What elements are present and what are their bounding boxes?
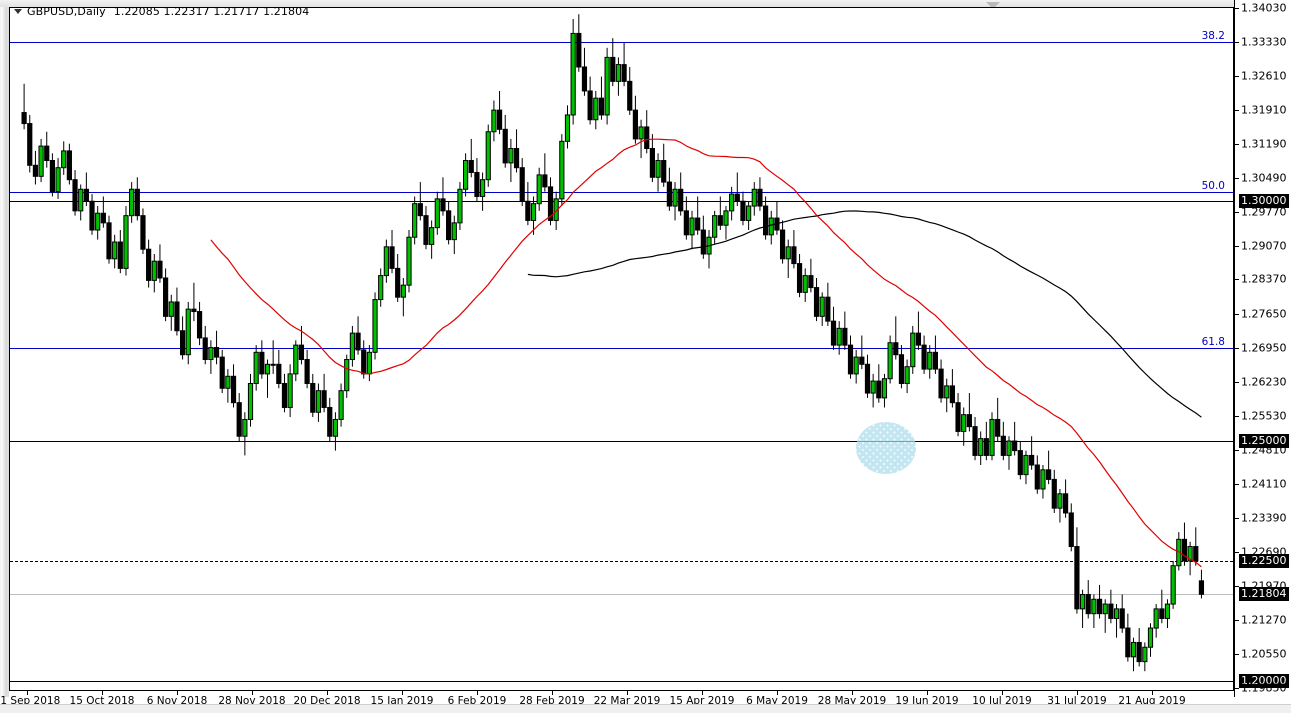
price-axis-tick	[1235, 347, 1291, 349]
price-axis-tick	[1235, 177, 1291, 179]
price-axis-tick	[1235, 551, 1291, 553]
support-zone-highlight	[856, 421, 916, 474]
price-axis-label: 1.26950	[1241, 341, 1287, 355]
fib-level-label-38-2: 38.2	[1201, 29, 1225, 42]
price-axis-highlight-label: 1.20000	[1239, 673, 1289, 688]
price-axis-label: 1.31910	[1241, 103, 1287, 117]
current-price-1-21804-line	[10, 594, 1233, 596]
price-axis-tick	[1235, 415, 1291, 417]
chart-plot-area[interactable]: 38.2 50.0 61.8	[10, 8, 1233, 688]
price-axis-tick	[1235, 109, 1291, 111]
price-axis-tick	[1235, 41, 1291, 43]
time-axis-tick	[927, 691, 928, 695]
time-axis-tick	[477, 691, 478, 695]
price-axis-tick	[1235, 619, 1291, 621]
time-axis-tick	[852, 691, 853, 695]
price-axis-tick	[1235, 382, 1291, 384]
price-axis-label: 1.21270	[1241, 613, 1287, 627]
moving-average-slow-line	[527, 210, 1202, 418]
fib-level-line-50-0	[10, 191, 1233, 193]
price-axis-tick	[1235, 586, 1291, 588]
price-axis-label: 1.29770	[1241, 205, 1287, 219]
time-axis-tick	[702, 691, 703, 695]
price-axis-label: 1.30490	[1241, 171, 1287, 185]
price-axis-tick	[1235, 8, 1291, 9]
price-axis-tick	[1235, 450, 1291, 452]
time-axis-tick	[27, 691, 28, 695]
price-axis-highlight-label: 1.25000	[1239, 434, 1289, 449]
level-1-22500-line	[10, 560, 1233, 562]
price-axis-label: 1.31190	[1241, 137, 1287, 151]
price-axis-tick	[1235, 313, 1291, 315]
symbol-period-label: GBPUSD,Daily	[27, 5, 106, 18]
price-axis-label: 1.25530	[1241, 409, 1287, 423]
price-axis-tick	[1235, 245, 1291, 247]
price-axis-label: 1.28370	[1241, 272, 1287, 286]
time-axis-tick	[552, 691, 553, 695]
price-axis[interactable]: 1.34030 1.33330 1.32610 1.31910 1.31190 1.304…	[1234, 0, 1291, 697]
time-axis-tick	[1077, 691, 1078, 695]
level-1-30000-line	[10, 201, 1233, 203]
fib-level-label-61-8: 61.8	[1201, 335, 1225, 348]
price-axis-label: 1.26230	[1241, 375, 1287, 389]
moving-average-fast-line	[210, 138, 1202, 568]
price-axis-highlight-label: 1.30000	[1239, 194, 1289, 209]
candlestick-series	[21, 14, 1205, 672]
vertical-scrollbar-thumb[interactable]	[1, 7, 7, 697]
price-axis-tick	[1235, 144, 1291, 146]
time-axis-tick	[327, 691, 328, 695]
price-axis-label: 1.24110	[1241, 477, 1287, 491]
time-axis-tick	[777, 691, 778, 695]
price-axis-highlight-label: 1.21804	[1239, 587, 1289, 602]
triangle-down-marker-icon	[986, 2, 1000, 9]
price-axis-label: 1.32610	[1241, 69, 1287, 83]
level-1-25000-line	[10, 441, 1233, 443]
caret-down-icon[interactable]	[14, 8, 22, 14]
price-axis-label: 1.24810	[1241, 443, 1287, 457]
time-axis-tick	[1152, 691, 1153, 695]
price-axis-label: 1.27650	[1241, 307, 1287, 321]
fib-level-label-50-0: 50.0	[1201, 179, 1225, 192]
price-axis-tick	[1235, 279, 1291, 281]
price-axis-highlight-label: 1.22500	[1239, 553, 1289, 568]
time-axis-tick	[402, 691, 403, 695]
time-axis-tick	[1002, 691, 1003, 695]
chart-header: GBPUSD,Daily 1.22085 1.22317 1.21717 1.21…	[14, 5, 309, 18]
price-axis-label: 1.34030	[1241, 1, 1287, 15]
fib-level-line-38-2	[10, 41, 1233, 43]
price-axis-tick	[1235, 654, 1291, 656]
price-axis-tick	[1235, 483, 1291, 485]
time-axis-tick	[252, 691, 253, 695]
price-axis-tick	[1235, 212, 1291, 214]
price-axis-tick	[1235, 518, 1291, 520]
price-axis-tick	[1235, 688, 1291, 689]
price-axis-tick	[1235, 76, 1291, 78]
price-axis-label: 1.23390	[1241, 511, 1287, 525]
price-axis-label: 1.29070	[1241, 239, 1287, 253]
time-axis-tick	[102, 691, 103, 695]
ohlc-values-label: 1.22085 1.22317 1.21717 1.21804	[113, 5, 310, 18]
fib-level-line-61-8	[10, 347, 1233, 349]
level-1-20000-line	[10, 680, 1233, 682]
price-axis-label: 1.33330	[1241, 35, 1287, 49]
time-axis-tick	[627, 691, 628, 695]
window-bottom-strip	[0, 704, 1291, 713]
price-axis-label: 1.20550	[1241, 647, 1287, 661]
time-axis-tick	[177, 691, 178, 695]
price-axis-label: 1.19850	[1241, 681, 1287, 695]
